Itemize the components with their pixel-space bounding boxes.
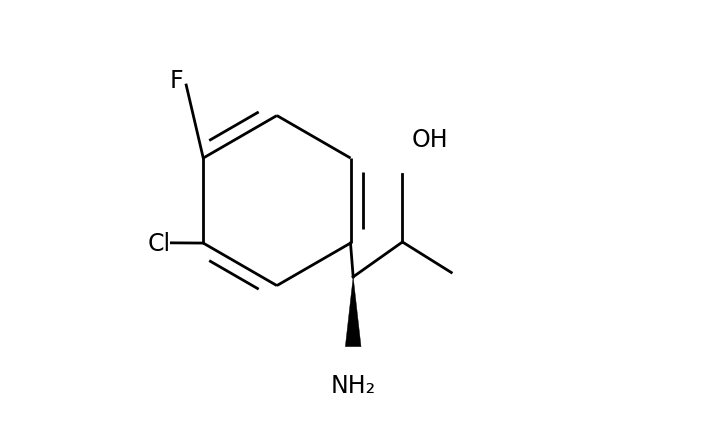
- Text: OH: OH: [411, 127, 448, 152]
- Text: NH₂: NH₂: [331, 374, 376, 398]
- Text: Cl: Cl: [147, 232, 171, 256]
- Polygon shape: [345, 277, 361, 347]
- Text: F: F: [170, 68, 183, 93]
